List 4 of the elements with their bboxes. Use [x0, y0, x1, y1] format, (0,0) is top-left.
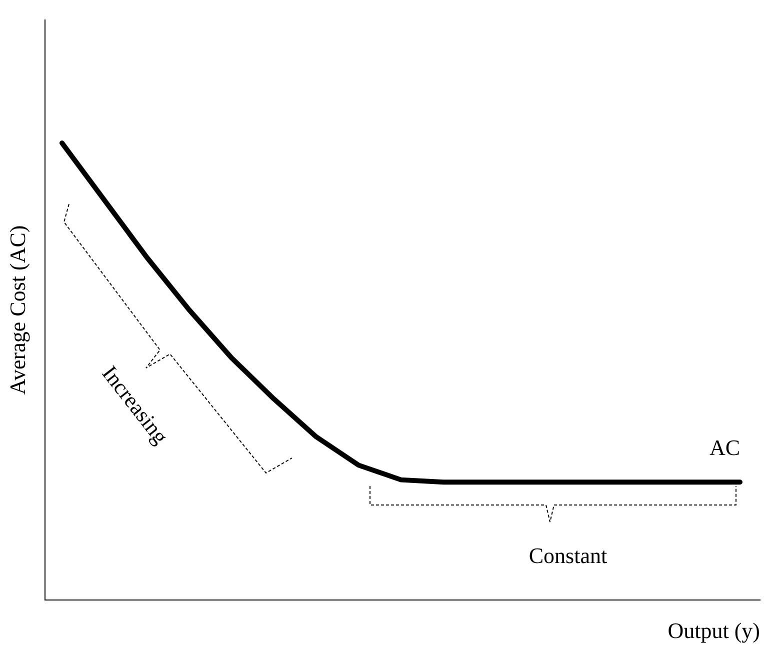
series-label: AC: [709, 434, 740, 460]
x-axis-title: Output (y): [668, 618, 760, 644]
annotation: Constant: [528, 543, 608, 569]
y-axis-title: Average Cost (AC): [5, 225, 31, 395]
